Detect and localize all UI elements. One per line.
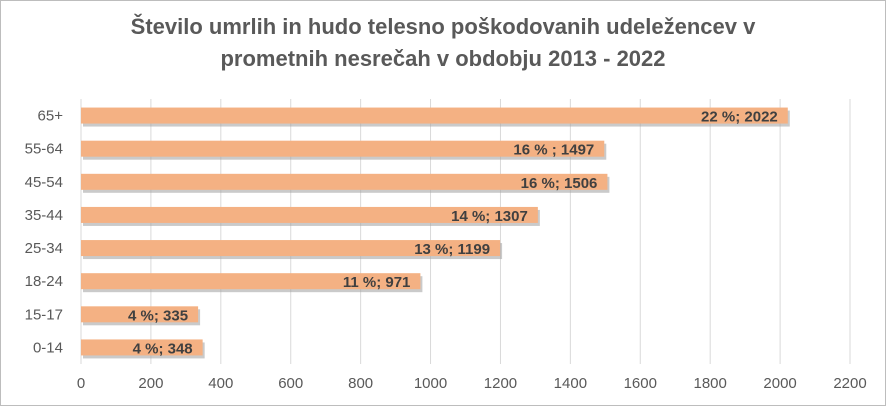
category-label: 0-14 xyxy=(33,339,63,356)
data-label: 13 %; 1199 xyxy=(414,241,490,258)
bar xyxy=(81,173,608,190)
x-tick-label: 1800 xyxy=(693,375,726,392)
x-tick-label: 0 xyxy=(77,375,85,392)
x-tick-label: 400 xyxy=(208,375,233,392)
x-tick-label: 1200 xyxy=(484,375,517,392)
data-label: 22 %; 2022 xyxy=(701,109,778,126)
chart-title: Število umrlih in hudo telesno poškodova… xyxy=(1,11,885,75)
x-tick-label: 2000 xyxy=(763,375,796,392)
data-label: 16 % ; 1497 xyxy=(513,142,594,159)
bar xyxy=(81,140,605,157)
category-label: 18-24 xyxy=(25,273,63,290)
chart-title-line-2: prometnih nesrečah v obdobju 2013 - 2022 xyxy=(220,46,666,71)
bar xyxy=(81,306,199,323)
x-tick-label: 1600 xyxy=(624,375,657,392)
x-tick-label: 800 xyxy=(348,375,373,392)
chart-title-line-1: Število umrlih in hudo telesno poškodova… xyxy=(130,14,756,39)
bar xyxy=(81,339,203,356)
x-tick-label: 2200 xyxy=(833,375,866,392)
category-label: 35-44 xyxy=(25,207,63,224)
category-label: 15-17 xyxy=(25,306,63,323)
bar xyxy=(81,107,788,124)
bar xyxy=(81,240,501,257)
bar xyxy=(81,206,538,223)
data-label: 16 %; 1506 xyxy=(521,175,598,192)
x-tick-label: 200 xyxy=(138,375,163,392)
data-label: 11 %; 971 xyxy=(343,274,411,291)
category-label: 45-54 xyxy=(25,174,63,191)
x-tick-label: 600 xyxy=(278,375,303,392)
x-tick-label: 1000 xyxy=(414,375,447,392)
x-tick-label: 1400 xyxy=(554,375,587,392)
category-label: 65+ xyxy=(38,108,64,125)
category-label: 55-64 xyxy=(25,141,63,158)
bar xyxy=(81,273,421,290)
data-label: 4 %; 335 xyxy=(128,307,188,324)
category-label: 25-34 xyxy=(25,240,63,257)
data-label: 4 %; 348 xyxy=(133,340,193,357)
data-label: 14 %; 1307 xyxy=(451,208,528,225)
